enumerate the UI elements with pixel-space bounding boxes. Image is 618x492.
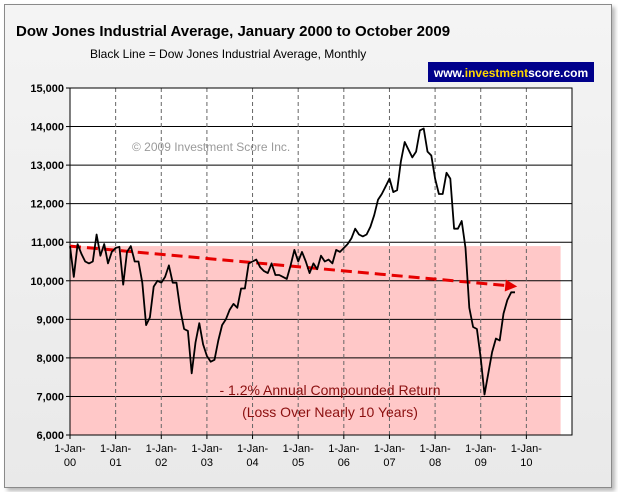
x-axis-ticks: 1-Jan- 00 1-Jan- 01 1-Jan- 02 1-Jan- 03 1-Jan- 04… xyxy=(54,435,542,469)
x-tick-label-line2: 08 xyxy=(429,457,441,469)
brand-bold: investment xyxy=(465,66,528,80)
y-tick-label: 11,000 xyxy=(31,237,64,249)
x-tick-label-line2: 10 xyxy=(520,457,532,469)
x-tick-label-line1: 1-Jan- xyxy=(511,443,543,455)
y-tick-label: 15,000 xyxy=(30,83,64,95)
y-tick-label: 12,000 xyxy=(30,199,64,211)
y-tick-label: 8,000 xyxy=(36,353,64,365)
watermark-text: © 2009 Investment Score Inc. xyxy=(132,140,290,154)
x-tick-label-line2: 05 xyxy=(292,457,304,469)
y-axis-ticks: 6,000 7,000 8,000 9,000 10,000 11,000 12,000 13… xyxy=(30,83,70,442)
x-tick-label-line1: 1-Jan- xyxy=(283,443,315,455)
x-tick-label-line2: 09 xyxy=(475,457,487,469)
x-tick-label-line2: 01 xyxy=(110,457,122,469)
x-tick-label-line1: 1-Jan- xyxy=(465,443,497,455)
chart-title: Dow Jones Industrial Average, January 20… xyxy=(16,23,450,40)
dow-jones-series-line xyxy=(69,127,515,396)
brand-badge-bg xyxy=(428,62,594,82)
x-tick-label-line2: 02 xyxy=(155,457,167,469)
trend-line xyxy=(69,244,506,287)
x-tick-label-line1: 1-Jan- xyxy=(146,443,178,455)
x-tick-label-line1: 1-Jan- xyxy=(328,443,360,455)
brand-suffix: score.com xyxy=(528,66,588,80)
y-tick-label: 14,000 xyxy=(30,122,64,134)
x-tick-label-line2: 07 xyxy=(383,457,395,469)
x-tick-label-line2: 03 xyxy=(201,457,213,469)
y-tick-label: 13,000 xyxy=(30,160,64,172)
x-tick-label-line1: 1-Jan- xyxy=(419,443,451,455)
annotation-line-2: (Loss Over Nearly 10 Years) xyxy=(242,404,418,420)
brand-badge[interactable]: www.investmentscore.com xyxy=(428,62,594,82)
plot-border xyxy=(69,87,573,436)
y-tick-label: 10,000 xyxy=(30,276,64,288)
y-tick-label: 6,000 xyxy=(36,430,64,442)
y-tick-label: 9,000 xyxy=(36,314,64,326)
x-tick-label-line1: 1-Jan- xyxy=(54,443,86,455)
x-tick-label-line1: 1-Jan- xyxy=(191,443,223,455)
trend-arrowhead xyxy=(504,279,518,292)
grid-lines xyxy=(69,87,573,436)
x-tick-label-line2: 06 xyxy=(338,457,350,469)
x-tick-label-line1: 1-Jan- xyxy=(237,443,269,455)
chart-subtitle: Black Line = Dow Jones Industrial Averag… xyxy=(90,47,366,61)
y-tick-label: 7,000 xyxy=(36,391,64,403)
x-tick-label-line1: 1-Jan- xyxy=(100,443,132,455)
brand-text: www.investmentscore.com xyxy=(433,66,588,80)
annotation-line-1: - 1.2% Annual Compounded Return xyxy=(219,382,440,398)
x-tick-label-line1: 1-Jan- xyxy=(374,443,406,455)
x-tick-label-line2: 00 xyxy=(64,457,76,469)
x-tick-label-line2: 04 xyxy=(246,457,258,469)
brand-prefix: www. xyxy=(433,66,465,80)
